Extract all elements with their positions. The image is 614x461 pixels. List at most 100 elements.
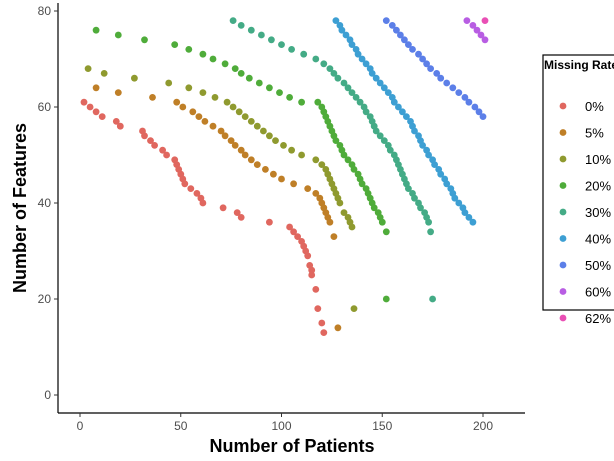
data-point: [370, 204, 378, 212]
data-point: [372, 127, 380, 135]
data-point: [334, 324, 342, 332]
data-point: [112, 118, 120, 125]
data-point: [308, 271, 316, 279]
data-point: [352, 94, 360, 101]
data-point: [298, 98, 305, 106]
data-point: [219, 204, 227, 212]
legend: Missing Rate 0% 5% 10% 20% 30% 40% 50% 60% 62%: [542, 54, 614, 326]
data-point: [266, 84, 273, 92]
data-point: [141, 132, 148, 140]
data-point: [288, 46, 295, 53]
data-point: [461, 94, 469, 101]
y-tick-label: 0: [44, 388, 51, 402]
data-point: [378, 218, 386, 226]
data-point: [348, 41, 356, 48]
data-point: [419, 142, 426, 149]
data-point: [427, 228, 434, 236]
data-point: [481, 36, 489, 44]
data-point: [479, 113, 487, 120]
data-point: [340, 151, 348, 159]
data-point: [114, 31, 122, 39]
legend-box: [542, 54, 614, 311]
data-point: [411, 194, 418, 202]
data-point: [330, 70, 338, 77]
data-point: [92, 26, 100, 34]
data-point: [163, 151, 171, 159]
data-point: [195, 113, 203, 120]
data-point: [358, 55, 366, 63]
data-point: [350, 305, 358, 312]
legend-label: 10%: [585, 152, 611, 167]
data-point: [475, 108, 483, 116]
data-point: [380, 137, 388, 145]
data-point: [149, 94, 156, 101]
data-point: [253, 122, 261, 130]
data-point: [221, 60, 229, 68]
data-point: [348, 89, 356, 96]
data-point: [372, 74, 380, 82]
data-point: [199, 89, 207, 96]
data-point: [278, 175, 285, 183]
data-point: [255, 79, 263, 87]
data-point: [286, 223, 293, 231]
data-point: [338, 26, 346, 34]
data-point: [455, 89, 463, 96]
data-point: [397, 31, 404, 39]
legend-key: [559, 129, 567, 136]
data-point: [92, 84, 100, 92]
y-tick-label: 40: [38, 196, 52, 210]
data-point: [185, 84, 193, 92]
data-point: [114, 89, 122, 96]
data-point: [266, 218, 273, 226]
points-layer: [80, 17, 489, 336]
data-point: [165, 79, 173, 87]
data-point: [147, 137, 154, 145]
data-point: [425, 218, 432, 226]
data-point: [278, 41, 285, 48]
data-point: [368, 70, 376, 77]
x-tick-label: 150: [372, 419, 392, 433]
data-point: [151, 142, 159, 149]
data-point: [308, 266, 316, 274]
legend-items: 0% 5% 10% 20% 30% 40% 50% 60% 62%: [559, 99, 611, 326]
data-point: [235, 108, 243, 116]
x-tick-label: 100: [271, 419, 291, 433]
x-axis-title: Number of Patients: [209, 436, 374, 456]
x-tick-label: 50: [174, 419, 188, 433]
data-point: [268, 36, 275, 44]
data-point: [386, 146, 394, 154]
data-point: [237, 214, 245, 221]
data-point: [237, 22, 245, 29]
legend-key: [559, 288, 567, 295]
data-point: [417, 204, 424, 212]
data-point: [318, 319, 326, 327]
data-point: [376, 79, 384, 87]
data-point: [229, 17, 237, 24]
data-point: [237, 70, 245, 77]
y-ticks: 0 20 40 60 80: [38, 4, 58, 402]
data-point: [300, 50, 308, 58]
data-point: [199, 50, 207, 58]
data-point: [437, 170, 445, 178]
data-point: [399, 108, 406, 116]
data-point: [280, 142, 287, 149]
data-point: [241, 151, 249, 159]
data-point: [187, 185, 195, 193]
data-point: [173, 98, 181, 106]
data-point: [318, 161, 326, 169]
data-point: [227, 137, 235, 145]
legend-key: [559, 182, 567, 189]
data-point: [247, 118, 255, 125]
data-point: [344, 156, 352, 164]
data-point: [199, 199, 207, 207]
data-point: [258, 31, 265, 39]
data-point: [116, 122, 124, 130]
data-point: [229, 103, 237, 111]
legend-label: 50%: [585, 258, 611, 273]
data-point: [382, 295, 390, 303]
data-point: [193, 190, 201, 197]
data-point: [100, 70, 108, 77]
data-point: [260, 127, 267, 135]
data-point: [326, 218, 334, 226]
